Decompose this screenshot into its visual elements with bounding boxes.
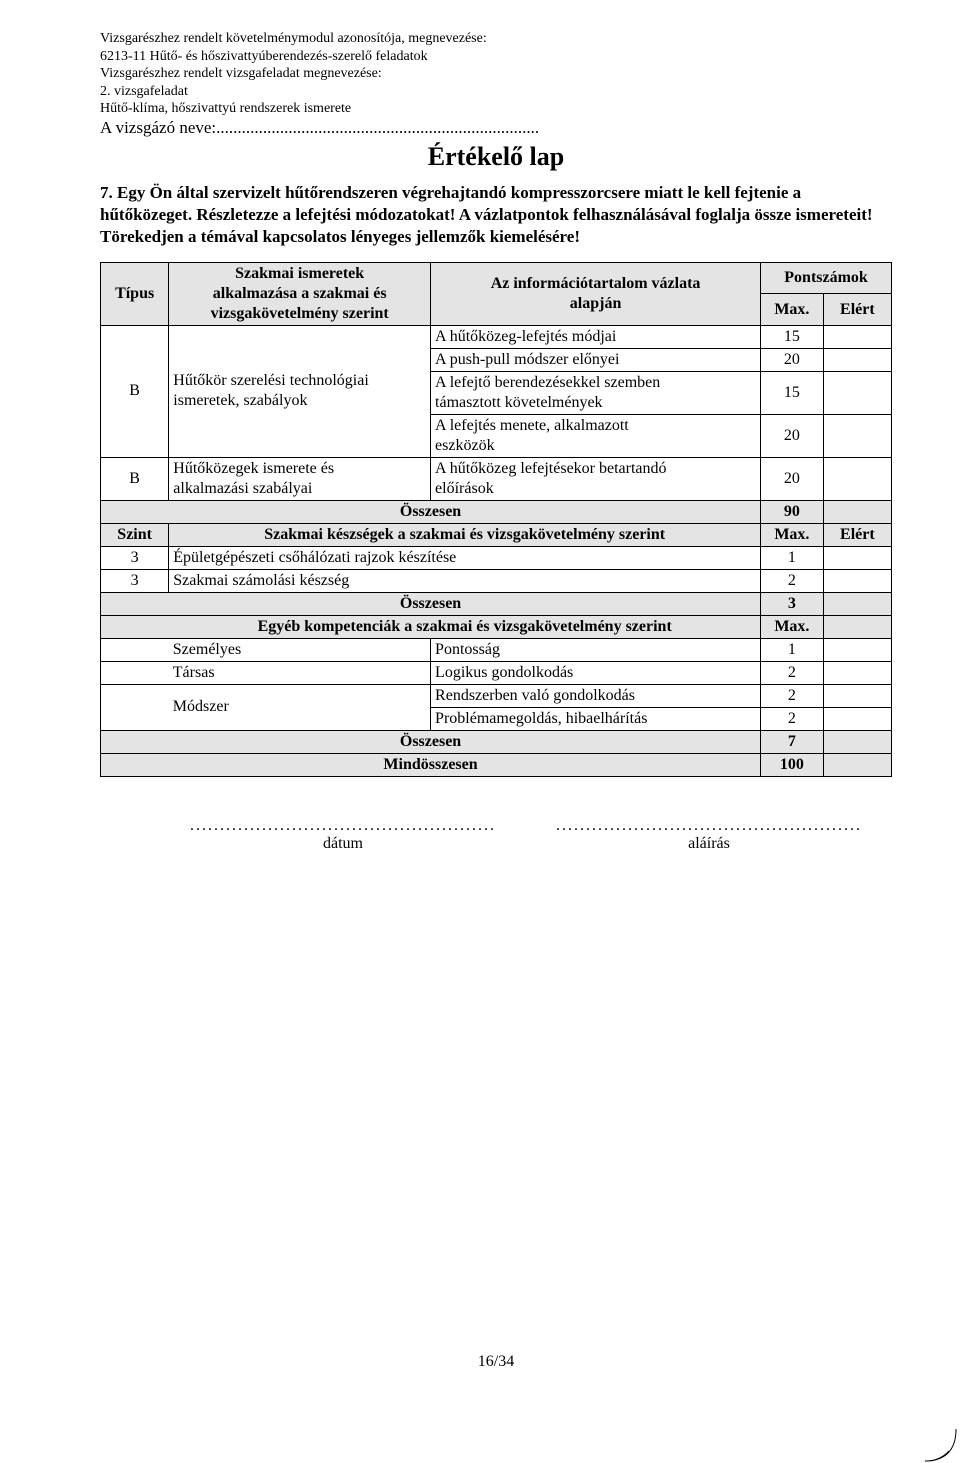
cell-max: 1 xyxy=(761,638,824,661)
cell-desc: Szakmai számolási készség xyxy=(169,569,761,592)
header-line: Vizsgarészhez rendelt vizsgafeladat megn… xyxy=(100,65,892,83)
row-mindosszesen: Mindösszesen xyxy=(101,753,761,776)
cell-max: 2 xyxy=(761,707,824,730)
cell-comp-label: Társas xyxy=(169,661,431,684)
th-egyeb: Egyéb kompetenciák a szakmai és vizsgakö… xyxy=(169,615,761,638)
row-osszesen: Összesen xyxy=(101,500,761,523)
th-szakmai: Szakmai ismeretek alkalmazása a szakmai … xyxy=(169,262,431,325)
cell-elert xyxy=(823,730,891,753)
header-line: 2. vizsgafeladat xyxy=(100,83,892,101)
cell-osszesen-val: 3 xyxy=(761,592,824,615)
cell-elert xyxy=(823,661,891,684)
cell-szint: 3 xyxy=(101,546,169,569)
cell-elert xyxy=(823,707,891,730)
cell-osszesen-val: 90 xyxy=(761,500,824,523)
name-label: A vizsgázó neve: xyxy=(100,118,216,137)
cell-type: B xyxy=(101,457,169,500)
th-keszsegek: Szakmai készségek a szakmai és vizsgaköv… xyxy=(169,523,761,546)
cell-subject: Hűtőkör szerelési technológiai ismeretek… xyxy=(169,325,431,457)
cell-elert xyxy=(823,638,891,661)
cell-desc: A hűtőközeg-lefejtés módjai xyxy=(431,325,761,348)
th-elert: Elért xyxy=(823,523,891,546)
name-dots: ........................................… xyxy=(216,118,539,137)
header-line: Hűtő-klíma, hőszivattyú rendszerek ismer… xyxy=(100,100,892,118)
row-osszesen: Összesen xyxy=(101,592,761,615)
label-datum: dátum xyxy=(160,835,526,853)
th-max: Max. xyxy=(761,294,824,326)
cell-desc: A push-pull módszer előnyei xyxy=(431,348,761,371)
th-pontszamok: Pontszámok xyxy=(761,262,892,294)
row-osszesen: Összesen xyxy=(101,730,761,753)
page-title: Értékelő lap xyxy=(100,142,892,172)
cell-desc: Pontosság xyxy=(431,638,761,661)
evaluation-table: Típus Szakmai ismeretek alkalmazása a sz… xyxy=(100,262,892,777)
signature-dots: ........................................… xyxy=(526,817,892,835)
cell-max: 15 xyxy=(761,371,824,414)
cell-elert xyxy=(823,325,891,348)
cell-comp-label: Módszer xyxy=(169,684,431,730)
cell-elert xyxy=(823,371,891,414)
cell-elert xyxy=(823,348,891,371)
cell-osszesen-val: 7 xyxy=(761,730,824,753)
cell-desc: A hűtőközeg lefejtésekor betartandó előí… xyxy=(431,457,761,500)
header-line: 6213-11 Hűtő- és hőszivattyúberendezés-s… xyxy=(100,48,892,66)
cell-max: 2 xyxy=(761,569,824,592)
th-max: Max. xyxy=(761,523,824,546)
label-alairas: aláírás xyxy=(526,835,892,853)
cell-mindosszesen-val: 100 xyxy=(761,753,824,776)
cell-desc: Épületgépészeti csőhálózati rajzok készí… xyxy=(169,546,761,569)
cell-desc: Rendszerben való gondolkodás xyxy=(431,684,761,707)
cell-elert xyxy=(823,414,891,457)
cell-elert xyxy=(823,615,891,638)
cell-elert xyxy=(823,592,891,615)
cell-max: 2 xyxy=(761,661,824,684)
cell-elert xyxy=(823,546,891,569)
th-info: Az információtartalom vázlata alapján xyxy=(431,262,761,325)
cell-max: 2 xyxy=(761,684,824,707)
task-description: 7. Egy Ön által szervizelt hűtőrendszere… xyxy=(100,182,892,248)
page-curl-icon xyxy=(920,1423,960,1463)
th-elert: Elért xyxy=(823,294,891,326)
header-line: Vizsgarészhez rendelt követelménymodul a… xyxy=(100,30,892,48)
cell-type: B xyxy=(101,325,169,457)
signature-dots: ........................................… xyxy=(160,817,526,835)
cell-max: 20 xyxy=(761,348,824,371)
cell-max: 20 xyxy=(761,457,824,500)
cell-desc: A lefejtő berendezésekkel szemben támasz… xyxy=(431,371,761,414)
cell-max: 15 xyxy=(761,325,824,348)
cell-comp-label: Személyes xyxy=(169,638,431,661)
cell-elert xyxy=(823,753,891,776)
cell-desc: Logikus gondolkodás xyxy=(431,661,761,684)
page-number: 16/34 xyxy=(100,1353,892,1371)
cell-elert xyxy=(823,500,891,523)
cell-elert xyxy=(823,684,891,707)
cell-desc: A lefejtés menete, alkalmazott eszközök xyxy=(431,414,761,457)
th-tipus: Típus xyxy=(101,262,169,325)
cell-szint: 3 xyxy=(101,569,169,592)
cell-elert xyxy=(823,569,891,592)
cell-elert xyxy=(823,457,891,500)
th-max: Max. xyxy=(761,615,824,638)
cell-max: 1 xyxy=(761,546,824,569)
cell-desc: Problémamegoldás, hibaelhárítás xyxy=(431,707,761,730)
cell-subject: Hűtőközegek ismerete és alkalmazási szab… xyxy=(169,457,431,500)
th-szint: Szint xyxy=(101,523,169,546)
cell-max: 20 xyxy=(761,414,824,457)
